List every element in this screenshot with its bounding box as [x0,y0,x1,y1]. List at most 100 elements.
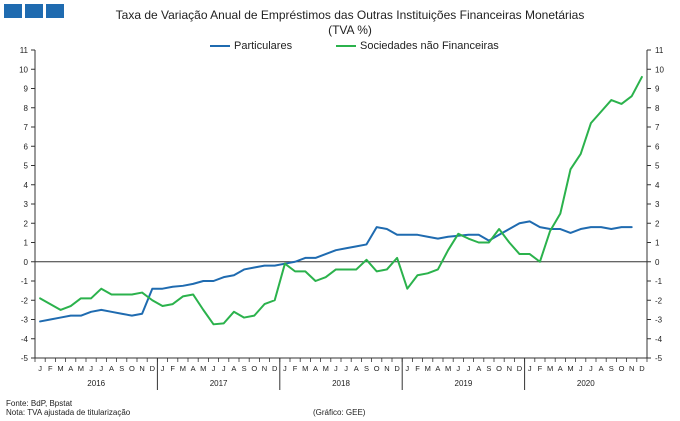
month-label: J [99,364,103,373]
month-label: A [191,364,196,373]
year-label: 2017 [210,379,228,388]
y-tick-label-left: -4 [21,335,29,344]
y-tick-label-right: 1 [655,239,660,248]
month-label: J [405,364,409,373]
month-label: D [150,364,156,373]
month-label: N [262,364,267,373]
month-label: M [547,364,553,373]
y-tick-label-right: 0 [655,258,660,267]
month-label: N [384,364,389,373]
footer-note: Nota: TVA ajustada de titularização [6,408,131,417]
legend-label-snf: Sociedades não Financeiras [360,40,499,52]
y-tick-label-right: 5 [655,162,660,171]
month-label: M [302,364,308,373]
month-label: N [139,364,144,373]
y-tick-label-right: -5 [655,354,663,363]
month-label: J [467,364,471,373]
y-tick-label-left: 8 [24,104,29,113]
y-tick-label-left: 6 [24,142,29,151]
month-label: J [579,364,583,373]
y-tick-label-left: 2 [24,219,29,228]
month-label: M [200,364,206,373]
y-tick-label-left: 5 [24,162,29,171]
month-label: O [496,364,502,373]
month-label: D [394,364,400,373]
year-label: 2016 [87,379,105,388]
y-tick-label-right: 11 [655,46,664,55]
month-label: M [567,364,573,373]
month-label: M [445,364,451,373]
y-tick-label-left: 11 [20,46,29,55]
month-label: O [129,364,135,373]
logo-block [4,4,22,18]
legend-item-snf: Sociedades não Financeiras [336,40,499,52]
y-tick-label-right: 10 [655,65,664,74]
y-tick-label-left: 9 [24,85,29,94]
legend-swatch-particulares [210,45,230,47]
month-label: J [283,364,287,373]
y-tick-label-left: 0 [24,258,29,267]
series-line-particulares [39,220,633,323]
y-tick-label-right: -2 [655,296,663,305]
logo-block [46,4,64,18]
month-label: O [374,364,380,373]
y-tick-label-left: -5 [21,354,29,363]
month-label: A [435,364,440,373]
month-label: A [354,364,359,373]
footer-source: Fonte: BdP, Bpstat [6,399,73,408]
month-label: A [599,364,604,373]
month-label: A [68,364,73,373]
footer-credit: (Gráfico: GEE) [313,408,366,417]
month-label: J [334,364,338,373]
month-label: J [89,364,93,373]
y-tick-label-left: 3 [24,200,29,209]
month-label: F [48,364,53,373]
month-label: N [629,364,634,373]
month-label: A [558,364,563,373]
year-label: 2020 [577,379,595,388]
legend-swatch-snf [336,45,356,47]
month-label: J [212,364,216,373]
month-label: M [78,364,84,373]
legend-item-particulares: Particulares [210,40,292,52]
month-label: S [364,364,369,373]
y-tick-label-right: -3 [655,316,663,325]
month-label: D [517,364,523,373]
month-label: J [589,364,593,373]
month-label: O [619,364,625,373]
y-tick-label-left: 1 [24,239,29,248]
chart-title-line2: (TVA %) [328,23,372,37]
y-tick-label-left: -1 [21,277,29,286]
month-label: F [538,364,543,373]
y-tick-label-right: -1 [655,277,663,286]
month-label: J [528,364,532,373]
y-tick-label-right: 6 [655,142,660,151]
y-tick-label-left: -2 [21,296,29,305]
month-label: F [293,364,298,373]
month-label: D [272,364,278,373]
y-tick-label-left: -3 [21,316,29,325]
month-label: O [251,364,257,373]
year-label: 2018 [332,379,350,388]
month-label: A [476,364,481,373]
y-tick-label-right: 2 [655,219,660,228]
month-label: S [609,364,614,373]
month-label: N [507,364,512,373]
month-label: D [639,364,645,373]
y-tick-label-right: -4 [655,335,663,344]
month-label: A [231,364,236,373]
month-label: J [161,364,165,373]
month-label: M [425,364,431,373]
month-label: M [180,364,186,373]
y-tick-label-left: 7 [24,123,29,132]
year-label: 2019 [455,379,473,388]
month-label: M [323,364,329,373]
month-label: A [109,364,114,373]
month-label: J [344,364,348,373]
y-tick-label-left: 4 [24,181,29,190]
y-tick-label-right: 4 [655,181,660,190]
month-label: M [57,364,63,373]
bdp-logo-icon [4,4,64,18]
month-label: S [486,364,491,373]
